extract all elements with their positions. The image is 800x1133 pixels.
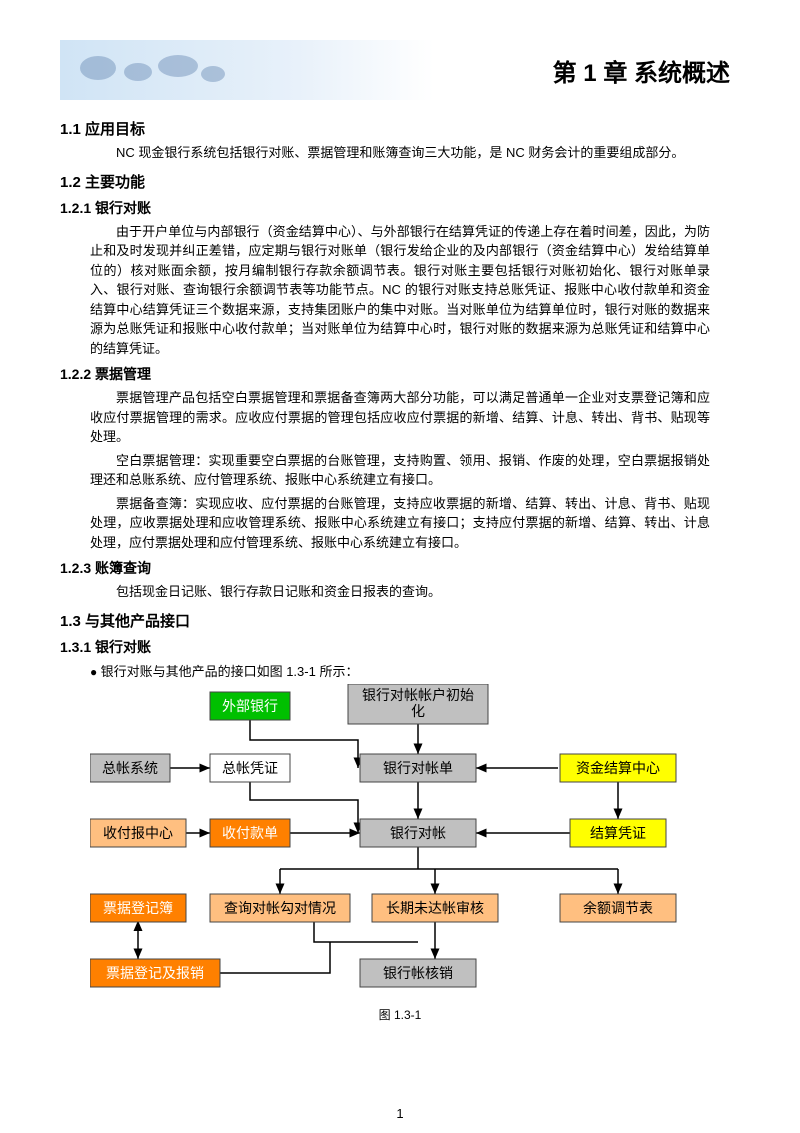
svg-text:查询对帐勾对情况: 查询对帐勾对情况 — [224, 900, 336, 916]
chapter-title: 第 1 章 系统概述 — [553, 53, 730, 88]
bullet-1-3-1-text: 银行对账与其他产品的接口如图 1.3-1 所示： — [101, 664, 359, 679]
para-1-1: NC 现金银行系统包括银行对账、票据管理和账簿查询三大功能，是 NC 财务会计的… — [90, 143, 710, 163]
svg-text:票据登记及报销: 票据登记及报销 — [106, 965, 204, 981]
flowchart-svg: 外部银行 银行对帐帐户初始化总帐系统 总帐凭证 银行对帐单 资金结算中心收付报中心 收付款… — [90, 684, 710, 1004]
para-1-2-2a: 票据管理产品包括空白票据管理和票据备查簿两大部分功能，可以满足普通单一企业对支票… — [90, 388, 710, 447]
svg-text:银行帐核销: 银行帐核销 — [383, 965, 453, 981]
para-1-2-3: 包括现金日记账、银行存款日记账和资金日报表的查询。 — [90, 582, 710, 602]
svg-text:外部银行: 外部银行 — [222, 698, 278, 714]
para-1-2-2c: 票据备查簿：实现应收、应付票据的台账管理，支持应收票据的新增、结算、转出、计息、… — [90, 494, 710, 553]
para-1-2-2b: 空白票据管理：实现重要空白票据的台账管理，支持购置、领用、报销、作废的处理，空白… — [90, 451, 710, 490]
heading-1-2-1: 1.2.1 银行对账 — [60, 198, 740, 218]
svg-text:收付款单: 收付款单 — [222, 825, 278, 841]
heading-1-2-3: 1.2.3 账簿查询 — [60, 558, 740, 578]
banner-graphic — [68, 50, 238, 90]
svg-text:总帐系统: 总帐系统 — [102, 760, 158, 776]
svg-text:余额调节表: 余额调节表 — [583, 900, 653, 916]
heading-1-1: 1.1 应用目标 — [60, 118, 740, 139]
svg-text:银行对帐: 银行对帐 — [390, 825, 446, 841]
svg-text:票据登记簿: 票据登记簿 — [103, 900, 173, 916]
bullet-1-3-1: 银行对账与其他产品的接口如图 1.3-1 所示： — [90, 661, 740, 680]
heading-1-3-1: 1.3.1 银行对账 — [60, 637, 740, 657]
diagram-1-3-1: 外部银行 银行对帐帐户初始化总帐系统 总帐凭证 银行对帐单 资金结算中心收付报中心 收付款… — [90, 684, 710, 1023]
svg-text:结算凭证: 结算凭证 — [590, 825, 646, 841]
svg-text:收付报中心: 收付报中心 — [103, 825, 173, 841]
chapter-banner: 第 1 章 系统概述 — [60, 40, 740, 100]
page-number: 1 — [0, 1106, 800, 1121]
heading-1-2: 1.2 主要功能 — [60, 171, 740, 192]
svg-text:银行对帐单: 银行对帐单 — [383, 760, 453, 776]
svg-text:长期未达帐审核: 长期未达帐审核 — [386, 900, 484, 916]
heading-1-2-2: 1.2.2 票据管理 — [60, 364, 740, 384]
heading-1-3: 1.3 与其他产品接口 — [60, 610, 740, 631]
svg-text:资金结算中心: 资金结算中心 — [576, 760, 660, 776]
svg-text:总帐凭证: 总帐凭证 — [222, 760, 278, 776]
svg-text:银行对帐帐户初始: 银行对帐帐户初始 — [362, 687, 474, 703]
svg-text:化: 化 — [411, 703, 425, 719]
figure-caption: 图 1.3-1 — [90, 1006, 710, 1023]
para-1-2-1: 由于开户单位与内部银行（资金结算中心）、与外部银行在结算凭证的传递上存在着时间差… — [90, 222, 710, 359]
